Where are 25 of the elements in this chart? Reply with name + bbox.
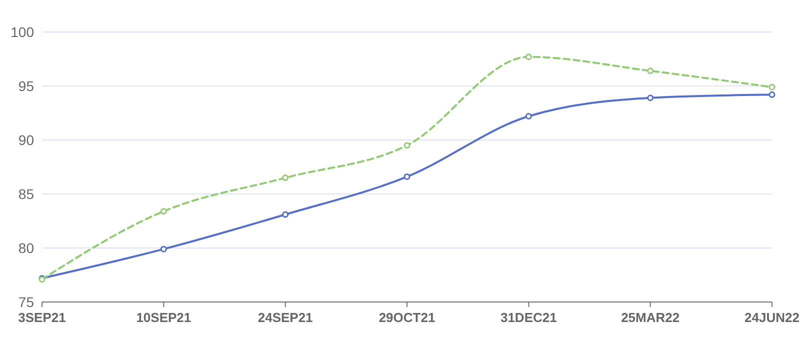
x-tick-label: 31DEC21 — [500, 310, 557, 325]
point — [160, 208, 167, 215]
y-tick-label: 95 — [18, 78, 34, 94]
point — [768, 84, 776, 90]
point — [282, 174, 289, 182]
x-tick-label: 25MAR22 — [621, 310, 680, 325]
y-tick-label: 90 — [18, 132, 34, 148]
y-tick-label: 80 — [18, 240, 34, 256]
x-tick-label: 29OCT21 — [378, 310, 436, 325]
x-tick-label: 3SEP21 — [18, 310, 66, 325]
point — [647, 94, 654, 102]
point — [768, 91, 776, 98]
point — [160, 246, 167, 252]
point — [647, 68, 654, 74]
point — [525, 112, 532, 120]
x-tick-label: 10SEP21 — [136, 310, 192, 325]
x-tick-label: 24JUN22 — [744, 310, 800, 325]
y-tick-label: 100 — [10, 24, 34, 40]
point — [525, 54, 532, 60]
point — [404, 173, 410, 180]
y-tick-label: 85 — [18, 186, 34, 202]
point — [404, 142, 410, 149]
y-tick-label: 75 — [18, 294, 34, 310]
x-tick-label: 24SEP21 — [258, 310, 313, 325]
point — [282, 211, 289, 218]
